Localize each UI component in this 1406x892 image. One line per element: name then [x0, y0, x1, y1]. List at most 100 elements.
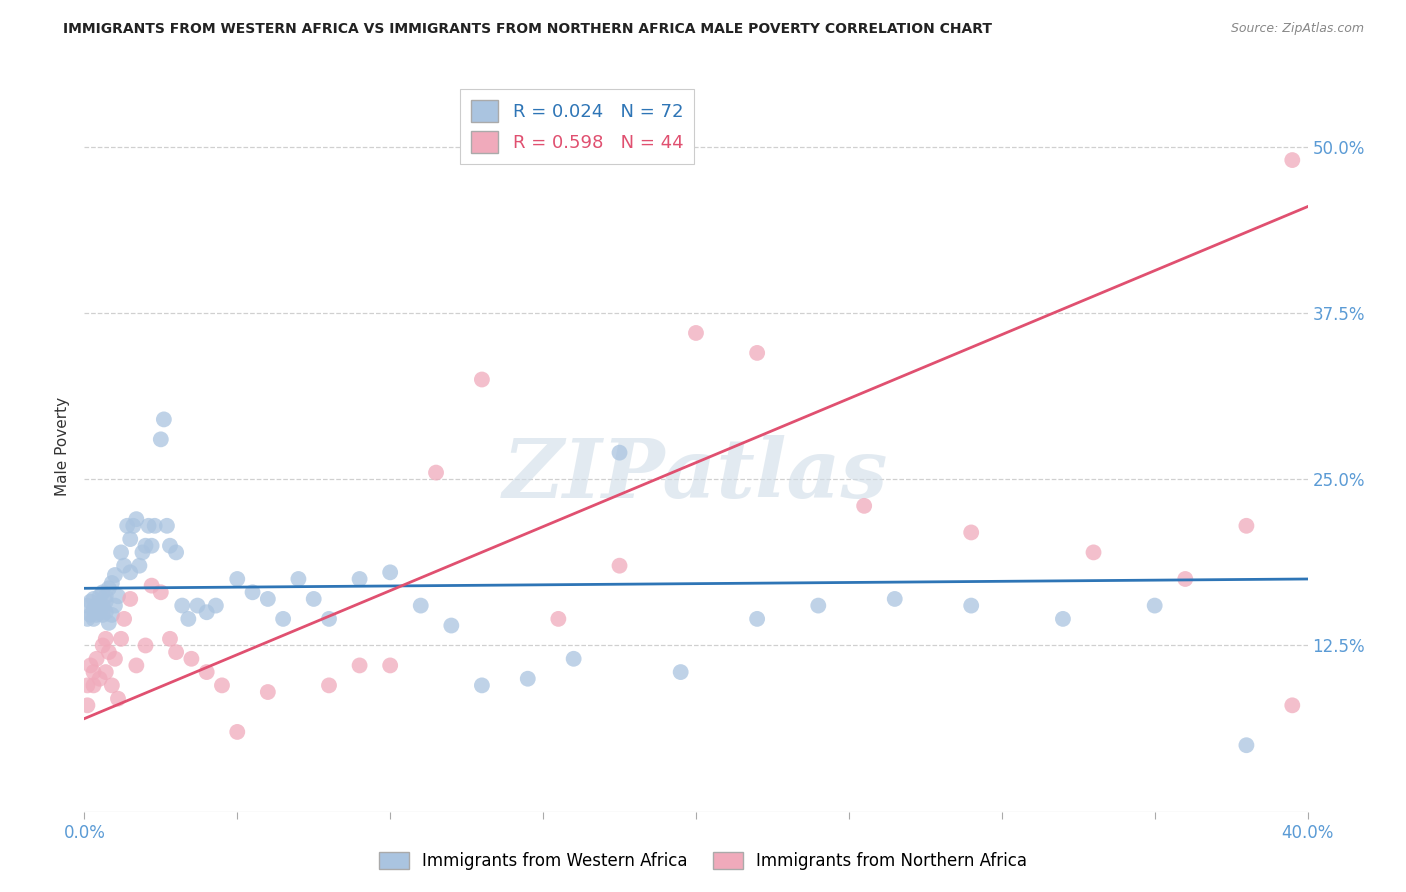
Point: [1236, 738, 1258, 752]
Point: [120, 566, 142, 580]
Point: [141, 539, 163, 553]
Point: [76, 612, 98, 626]
Point: [120, 591, 142, 606]
Text: Source: ZipAtlas.com: Source: ZipAtlas.com: [1230, 22, 1364, 36]
Point: [112, 558, 135, 573]
Point: [79, 658, 101, 673]
Point: [112, 612, 135, 626]
Point: [318, 612, 340, 626]
Point: [883, 591, 905, 606]
Point: [960, 599, 983, 613]
Point: [135, 539, 157, 553]
Point: [97, 645, 120, 659]
Point: [609, 445, 631, 459]
Point: [101, 576, 124, 591]
Point: [125, 658, 148, 673]
Point: [83, 665, 105, 679]
Point: [141, 579, 163, 593]
Point: [1281, 698, 1303, 713]
Point: [409, 599, 432, 613]
Point: [94, 665, 117, 679]
Point: [349, 572, 371, 586]
Point: [149, 433, 172, 447]
Point: [91, 585, 114, 599]
Point: [186, 599, 208, 613]
Point: [86, 599, 108, 613]
Point: [471, 678, 494, 692]
Legend: Immigrants from Western Africa, Immigrants from Northern Africa: Immigrants from Western Africa, Immigran…: [373, 845, 1033, 877]
Point: [89, 605, 111, 619]
Point: [318, 678, 340, 692]
Point: [122, 518, 145, 533]
Point: [1281, 153, 1303, 167]
Legend: R = 0.024   N = 72, R = 0.598   N = 44: R = 0.024 N = 72, R = 0.598 N = 44: [460, 89, 695, 164]
Y-axis label: Male Poverty: Male Poverty: [55, 396, 70, 496]
Point: [1174, 572, 1197, 586]
Point: [97, 615, 120, 630]
Point: [1143, 599, 1166, 613]
Point: [471, 372, 494, 386]
Point: [226, 572, 249, 586]
Point: [1083, 545, 1105, 559]
Point: [76, 698, 98, 713]
Point: [242, 585, 264, 599]
Point: [165, 645, 187, 659]
Point: [135, 639, 157, 653]
Point: [110, 632, 132, 646]
Point: [172, 599, 194, 613]
Point: [165, 545, 187, 559]
Point: [83, 612, 105, 626]
Point: [94, 594, 117, 608]
Point: [89, 589, 111, 603]
Point: [89, 599, 111, 613]
Point: [440, 618, 463, 632]
Point: [110, 545, 132, 559]
Point: [685, 326, 707, 340]
Point: [380, 658, 402, 673]
Point: [91, 639, 114, 653]
Point: [747, 346, 769, 360]
Point: [177, 612, 200, 626]
Point: [349, 658, 371, 673]
Point: [156, 518, 179, 533]
Point: [76, 678, 98, 692]
Point: [853, 499, 876, 513]
Point: [195, 665, 218, 679]
Point: [86, 607, 108, 622]
Point: [91, 599, 114, 613]
Point: [257, 591, 280, 606]
Point: [159, 539, 181, 553]
Point: [562, 652, 585, 666]
Point: [128, 558, 150, 573]
Point: [149, 585, 172, 599]
Point: [960, 525, 983, 540]
Point: [83, 602, 105, 616]
Point: [205, 599, 228, 613]
Point: [547, 612, 569, 626]
Point: [302, 591, 325, 606]
Point: [86, 605, 108, 619]
Point: [107, 589, 129, 603]
Point: [287, 572, 309, 586]
Text: ZIPatlas: ZIPatlas: [503, 435, 889, 516]
Point: [425, 466, 447, 480]
Point: [257, 685, 280, 699]
Point: [211, 678, 233, 692]
Point: [125, 512, 148, 526]
Point: [101, 678, 124, 692]
Point: [153, 412, 176, 426]
Point: [1236, 518, 1258, 533]
Point: [159, 632, 181, 646]
Point: [91, 607, 114, 622]
Point: [747, 612, 769, 626]
Point: [86, 652, 108, 666]
Point: [94, 632, 117, 646]
Point: [89, 672, 111, 686]
Point: [180, 652, 202, 666]
Point: [143, 518, 166, 533]
Point: [609, 558, 631, 573]
Point: [79, 607, 101, 622]
Point: [79, 594, 101, 608]
Point: [271, 612, 294, 626]
Point: [380, 566, 402, 580]
